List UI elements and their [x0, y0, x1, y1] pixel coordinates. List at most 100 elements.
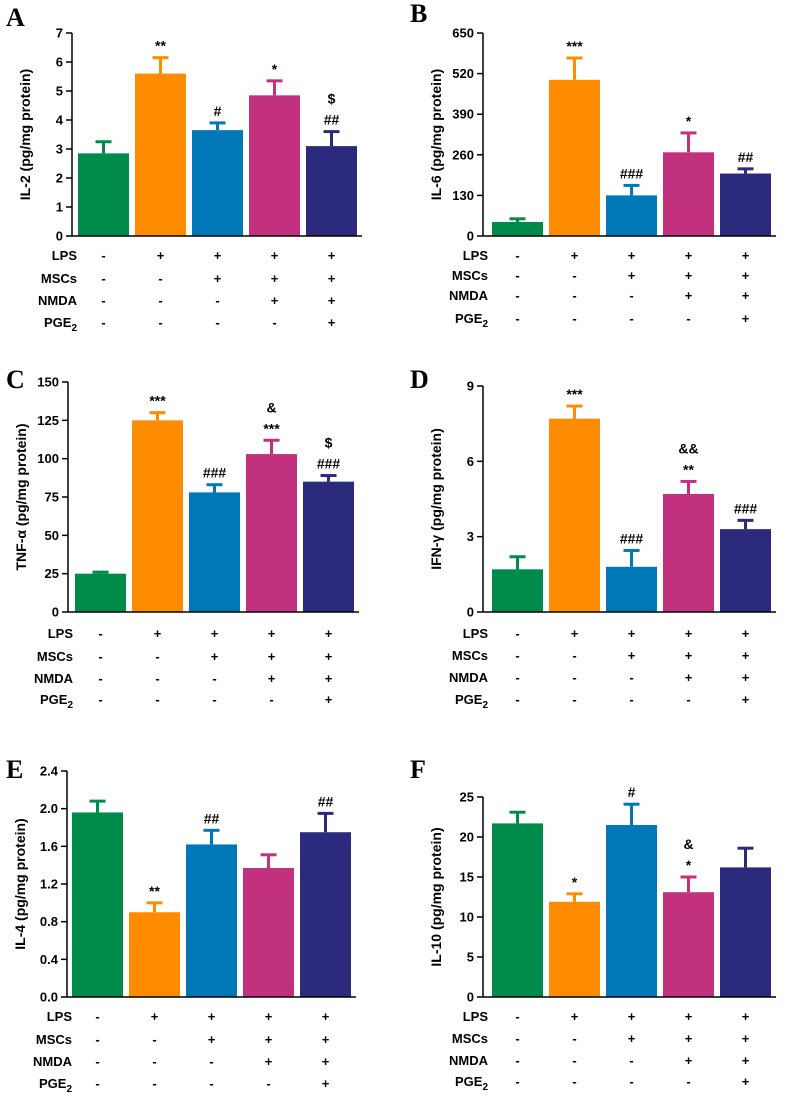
- y-tick-label: 390: [452, 107, 474, 122]
- treatment-sign: -: [209, 1076, 213, 1091]
- treatment-sign: -: [515, 670, 519, 685]
- treatment-sign: -: [572, 288, 576, 303]
- significance-marker: *: [572, 874, 578, 890]
- treatment-sign: -: [155, 692, 159, 707]
- panel-d: D IFN-γ (pg/mg protein) 0 3 6 9 *** ### ** && ### L…: [410, 365, 776, 711]
- treatment-sign: +: [742, 1031, 750, 1046]
- y-axis-label: IL-6 (pg/mg protein): [428, 69, 444, 200]
- treatment-sign: +: [685, 268, 693, 283]
- treatment-sign: -: [572, 648, 576, 663]
- bar: [129, 912, 180, 997]
- y-tick-label: 2.4: [40, 764, 59, 779]
- treatment-sign: +: [628, 648, 636, 663]
- y-tick-label: 650: [452, 26, 474, 41]
- y-tick-label: 130: [452, 188, 474, 203]
- treatment-sign: +: [208, 1009, 216, 1024]
- significance-marker: *: [686, 857, 692, 873]
- treatment-sign: -: [95, 1076, 99, 1091]
- treatment-sign: -: [515, 1053, 519, 1068]
- y-tick-label: 0: [467, 605, 474, 620]
- treatment-sign: -: [152, 1054, 156, 1069]
- treatment-sign: +: [322, 1054, 330, 1069]
- treatment-sign: +: [685, 248, 693, 263]
- treatment-sign: -: [515, 1031, 519, 1046]
- treatment-sign: +: [628, 1009, 636, 1024]
- bar: [249, 95, 300, 236]
- panel-b: BIL-6 (pg/mg protein)0130260390520650***…: [410, 0, 776, 330]
- significance-marker: $: [328, 91, 336, 107]
- treatment-sign: +: [628, 248, 636, 263]
- y-tick-label: 100: [37, 451, 59, 466]
- bar: [135, 73, 186, 236]
- bar: [492, 823, 543, 997]
- significance-marker: ##: [318, 793, 334, 809]
- significance-marker: ##: [324, 112, 340, 128]
- panel-label: A: [6, 3, 25, 32]
- treatment-sign: -: [101, 315, 105, 330]
- significance-marker: $: [325, 435, 333, 451]
- treatment-label: MSCs: [37, 649, 73, 664]
- treatment-sign: -: [515, 648, 519, 663]
- treatment-sign: -: [209, 1054, 213, 1069]
- treatment-sign: -: [101, 248, 105, 263]
- significance-marker: *: [272, 61, 278, 77]
- treatment-sign: +: [742, 626, 750, 641]
- treatment-label: LPS: [463, 1009, 489, 1024]
- bar: [192, 130, 243, 236]
- bar: [720, 173, 771, 236]
- treatment-sign: +: [571, 1009, 579, 1024]
- y-tick-label: 6: [56, 55, 63, 70]
- treatment-sign: +: [628, 626, 636, 641]
- treatment-sign: +: [742, 311, 750, 326]
- treatment-sign: -: [95, 1009, 99, 1024]
- bar: [78, 153, 129, 236]
- treatment-sign: +: [208, 1032, 216, 1047]
- treatment-sign: +: [685, 288, 693, 303]
- treatment-sign: +: [214, 271, 222, 286]
- bar: [243, 867, 294, 997]
- y-tick-label: 0: [467, 990, 474, 1005]
- y-tick-label: 2: [56, 171, 63, 186]
- treatment-sign: +: [268, 649, 276, 664]
- y-tick-label: 3: [467, 529, 474, 544]
- y-tick-label: 20: [460, 830, 474, 845]
- treatment-sign: -: [572, 311, 576, 326]
- treatment-sign: +: [685, 1053, 693, 1068]
- treatment-sign: +: [685, 1031, 693, 1046]
- panel-e: E IL-4 (pg/mg protein) 0.0 0.4 0.8 1.2 1.6 2.0 2…: [6, 755, 356, 1095]
- treatment-sign: -: [101, 271, 105, 286]
- treatment-label: PGE2: [455, 692, 488, 711]
- treatment-sign: +: [265, 1054, 273, 1069]
- treatment-sign: +: [271, 293, 279, 308]
- treatment-sign: -: [158, 271, 162, 286]
- bar: [663, 892, 714, 997]
- treatment-sign: +: [157, 248, 165, 263]
- panel-label: D: [410, 365, 429, 394]
- significance-marker: &&: [678, 440, 698, 456]
- treatment-sign: +: [322, 1076, 330, 1091]
- bar: [606, 825, 657, 997]
- treatment-label: LPS: [463, 626, 489, 641]
- treatment-sign: -: [515, 626, 519, 641]
- treatment-label: MSCs: [36, 1032, 72, 1047]
- treatment-label: LPS: [463, 248, 489, 263]
- treatment-label: NMDA: [449, 1053, 489, 1068]
- bar: [606, 195, 657, 236]
- bar: [663, 152, 714, 236]
- treatment-sign: +: [325, 649, 333, 664]
- treatment-sign: +: [742, 692, 750, 707]
- treatment-sign: +: [325, 626, 333, 641]
- y-tick-label: 520: [452, 66, 474, 81]
- y-tick-label: 0.0: [40, 990, 58, 1005]
- treatment-sign: +: [328, 293, 336, 308]
- bar: [492, 569, 543, 612]
- treatment-label: PGE2: [455, 311, 488, 330]
- significance-marker: ***: [566, 386, 583, 402]
- y-axis-label: IL-10 (pg/mg protein): [428, 827, 444, 966]
- bar: [300, 832, 351, 997]
- treatment-sign: -: [629, 1053, 633, 1068]
- treatment-sign: +: [742, 268, 750, 283]
- significance-marker: &: [266, 399, 276, 415]
- subscript: 2: [482, 319, 488, 330]
- treatment-sign: +: [268, 671, 276, 686]
